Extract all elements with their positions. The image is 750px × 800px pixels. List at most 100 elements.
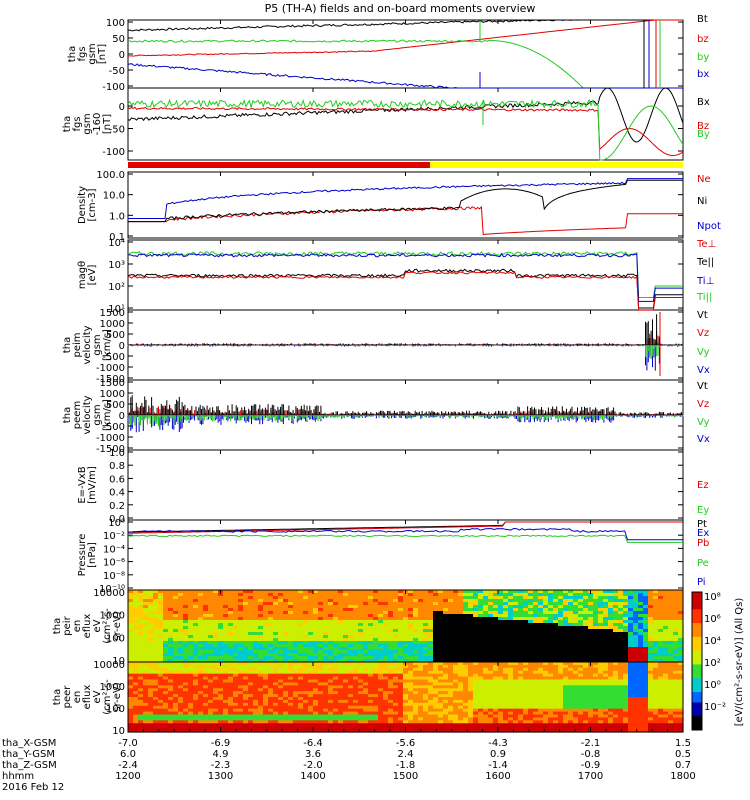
heatmap-cell	[233, 685, 239, 689]
heatmap-cell	[378, 641, 384, 645]
heatmap-cell	[493, 694, 499, 698]
heatmap-cell	[253, 659, 259, 663]
heatmap-cell	[298, 605, 304, 609]
heatmap-cell	[543, 608, 549, 612]
heatmap-cell	[288, 679, 294, 684]
heatmap-cell	[373, 723, 379, 727]
heatmap-cell	[598, 638, 604, 642]
heatmap-cell	[213, 599, 219, 603]
heatmap-cell	[623, 632, 629, 636]
heatmap-cell	[363, 590, 369, 594]
heatmap-cell	[303, 605, 309, 609]
heatmap-cell	[393, 667, 399, 672]
heatmap-cell	[273, 685, 279, 689]
heatmap-cell	[253, 644, 259, 648]
heatmap-cell	[333, 608, 339, 612]
heatmap-cell	[213, 647, 219, 651]
heatmap-cell	[178, 664, 184, 669]
heatmap-cell	[228, 602, 234, 606]
heatmap-cell	[293, 626, 299, 630]
heatmap-cell	[273, 647, 279, 651]
heatmap-cell	[313, 682, 319, 686]
heatmap-cell	[458, 647, 464, 651]
heatmap-cell	[393, 605, 399, 609]
heatmap-cell	[168, 623, 174, 627]
heatmap-cell	[493, 638, 499, 642]
heatmap-cell	[358, 726, 364, 730]
heatmap-cell	[383, 626, 389, 630]
heatmap-cell	[203, 620, 209, 624]
heatmap-cell	[423, 629, 429, 633]
heatmap-cell	[433, 647, 439, 651]
heatmap-cell	[398, 602, 404, 606]
mode-bar-red	[128, 162, 430, 168]
heatmap-cell	[678, 593, 684, 597]
heatmap-cell	[143, 596, 149, 600]
heatmap-cell	[308, 726, 314, 730]
heatmap-cell	[663, 614, 669, 618]
heatmap-cell	[438, 673, 444, 678]
heatmap-cell	[183, 593, 189, 597]
heatmap-cell	[468, 667, 474, 672]
heatmap-cell	[378, 691, 384, 695]
heatmap-cell	[558, 608, 564, 612]
heatmap-cell	[278, 697, 284, 701]
heatmap-cell	[213, 670, 219, 675]
heatmap-cell	[223, 685, 229, 689]
heatmap-cell	[443, 691, 449, 695]
heatmap-cell	[663, 632, 669, 636]
heatmap-cell	[463, 605, 469, 609]
heatmap-cell	[583, 593, 589, 597]
heatmap-cell	[353, 632, 359, 636]
heatmap-cell	[333, 656, 339, 660]
line-bx	[127, 63, 683, 89]
heatmap-cell	[563, 602, 569, 606]
heatmap-cell	[428, 664, 434, 669]
heatmap-cell	[353, 708, 359, 713]
heatmap-cell	[313, 629, 319, 633]
heatmap-cell	[223, 593, 229, 597]
heatmap-cell	[648, 623, 654, 627]
heatmap-cell	[363, 605, 369, 609]
heatmap-cell	[238, 723, 244, 727]
heatmap-cell	[243, 682, 249, 686]
heatmap-cell	[528, 720, 534, 724]
heatmap-cell	[393, 720, 399, 724]
heatmap-cell	[253, 599, 259, 603]
heatmap-cell	[223, 682, 229, 686]
heatmap-cell	[388, 632, 394, 636]
heatmap-cell	[488, 708, 494, 713]
heatmap-cell	[578, 638, 584, 642]
heatmap-cell	[198, 662, 204, 666]
heatmap-cell	[308, 673, 314, 678]
heatmap-cell	[653, 650, 659, 654]
heatmap-cell	[378, 593, 384, 597]
heatmap-cell	[658, 620, 664, 624]
heatmap-cell	[143, 629, 149, 633]
heatmap-cell	[423, 664, 429, 669]
heatmap-cell	[268, 688, 274, 692]
heatmap-cell	[303, 632, 309, 636]
heatmap-cell	[473, 717, 479, 721]
heatmap-cell	[278, 602, 284, 606]
heatmap-cell	[553, 596, 559, 600]
heatmap-cell	[288, 682, 294, 686]
heatmap-cell	[153, 659, 159, 663]
heatmap-cell	[338, 720, 344, 724]
heatmap-cell	[483, 694, 489, 698]
heatmap-cell	[178, 729, 184, 733]
heatmap-cell	[378, 650, 384, 654]
heatmap-cell	[633, 620, 639, 624]
heatmap-cell	[198, 714, 204, 719]
heatmap-cell	[323, 664, 329, 669]
heatmap-cell	[558, 596, 564, 600]
heatmap-cell	[218, 667, 224, 672]
heatmap-cell	[583, 596, 589, 600]
heatmap-cell	[143, 599, 149, 603]
heatmap-cell	[448, 705, 454, 710]
heatmap-cell	[333, 626, 339, 630]
heatmap-cell	[273, 662, 279, 666]
heatmap-cell	[253, 697, 259, 701]
heatmap-cell	[353, 623, 359, 627]
heatmap-cell	[273, 714, 279, 719]
